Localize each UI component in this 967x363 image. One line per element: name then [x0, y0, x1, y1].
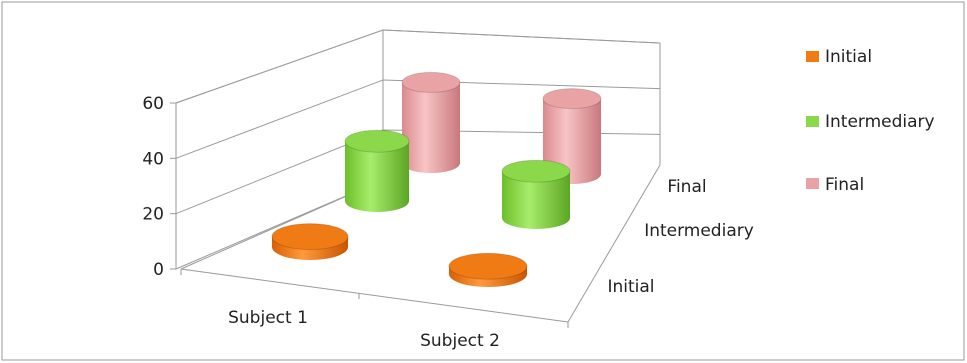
bar-top	[448, 252, 528, 280]
bar-final-1	[401, 71, 461, 173]
gridline-side-40	[175, 79, 384, 159]
bar-initial-2	[448, 252, 528, 287]
bar-top	[344, 129, 410, 153]
depth-label-intermediary: Intermediary	[644, 221, 754, 241]
y-tick-label-20: 20	[142, 205, 164, 225]
bar-initial-1	[271, 223, 349, 260]
legend-swatch-final	[806, 178, 819, 189]
gridline-back-60	[382, 29, 661, 44]
bar-body	[502, 171, 570, 229]
y-tick-label-0: 0	[153, 260, 164, 280]
floor-right-edge	[567, 164, 661, 323]
bar-body	[402, 82, 460, 173]
bars	[271, 71, 602, 287]
depth-label-initial: Initial	[607, 277, 654, 297]
x-tick-label-2: Subject 2	[420, 331, 500, 351]
bar-body	[345, 141, 409, 212]
legend-swatch-intermediary	[806, 116, 819, 127]
gridline-side-60	[175, 29, 384, 104]
bar-intermediary-1	[344, 129, 410, 212]
bar-top	[271, 223, 349, 251]
bar-top	[401, 71, 461, 93]
bar-body	[543, 98, 601, 184]
legend-swatch-initial	[806, 51, 819, 62]
depth-label-final: Final	[667, 177, 706, 197]
bar-final-2	[542, 88, 602, 184]
y-tick-label-60: 60	[142, 94, 164, 114]
y-tick-label-40: 40	[142, 149, 164, 169]
floor-front-edge	[180, 268, 569, 323]
legend-label-final: Final	[825, 175, 864, 195]
legend: Initial Intermediary Final	[806, 47, 935, 195]
bar-intermediary-2	[501, 159, 571, 229]
x-tick-label-1: Subject 1	[228, 308, 308, 328]
bar-top	[501, 159, 571, 183]
bar-top	[542, 88, 602, 110]
y-axis-ticks: 0 20 40 60	[142, 94, 176, 280]
legend-label-intermediary: Intermediary	[825, 112, 935, 132]
legend-label-initial: Initial	[825, 47, 872, 67]
